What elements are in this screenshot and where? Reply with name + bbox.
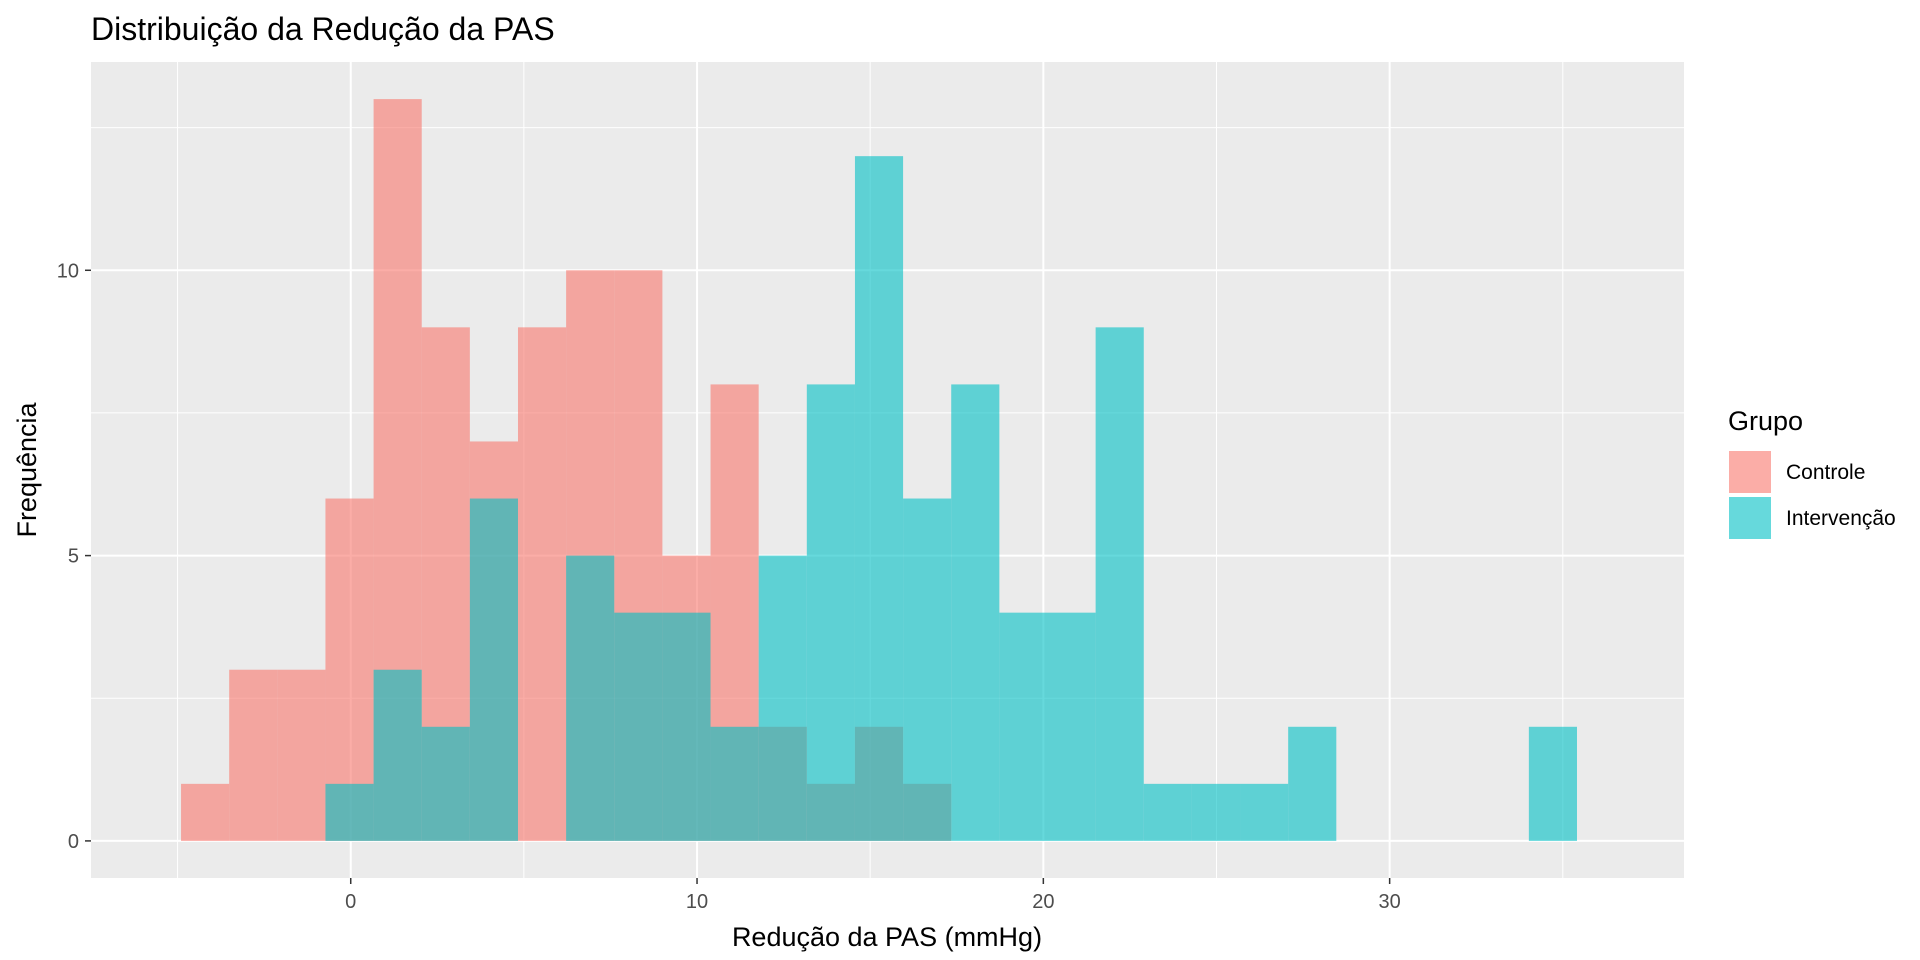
histogram-bar (469, 498, 518, 841)
series-intervencao-bars (325, 156, 1577, 841)
histogram-bar (1288, 726, 1337, 841)
legend-key-controle (1729, 451, 1771, 493)
histogram-bar (1191, 783, 1241, 841)
histogram-bar (325, 783, 374, 841)
y-tick-label: 0 (68, 831, 79, 853)
y-tick-label: 5 (68, 546, 79, 568)
x-axis-ticks: 0 10 20 30 (345, 878, 1401, 913)
histogram-bar (806, 384, 855, 841)
y-tick-label: 10 (57, 260, 79, 282)
histogram-bar (1095, 327, 1144, 841)
x-tick-label: 30 (1379, 891, 1401, 913)
histogram-bar (1047, 612, 1096, 841)
y-axis-ticks: 0 5 10 (57, 260, 91, 853)
histogram-bar (1240, 783, 1289, 841)
y-axis-title: Frequência (12, 401, 42, 537)
x-tick-label: 0 (345, 891, 356, 913)
legend-label-intervencao: Intervenção (1786, 507, 1896, 530)
histogram-bar (229, 669, 278, 841)
legend-title: Grupo (1728, 406, 1803, 436)
legend: Grupo Controle Intervenção (1728, 406, 1896, 539)
histogram-bar (181, 783, 230, 841)
legend-key-intervencao (1729, 497, 1771, 539)
x-tick-label: 20 (1032, 891, 1054, 913)
chart-title: Distribuição da Redução da PAS (91, 11, 555, 47)
histogram-bar (1528, 726, 1577, 841)
histogram-bar (662, 612, 711, 841)
x-tick-label: 10 (686, 891, 708, 913)
legend-label-controle: Controle (1786, 461, 1865, 484)
histogram-bar (614, 612, 663, 841)
histogram-bar (758, 555, 807, 841)
histogram-bar (517, 327, 567, 841)
histogram-bar (421, 726, 470, 841)
histogram-bar (1143, 783, 1192, 841)
histogram-bar (999, 612, 1048, 841)
x-axis-title: Redução da PAS (mmHg) (732, 922, 1042, 952)
histogram-bar (903, 498, 952, 841)
histogram-bar (373, 669, 422, 841)
histogram-bar (566, 555, 615, 841)
histogram-bar (710, 726, 759, 841)
histogram-bar (951, 384, 1000, 841)
histogram-bar (854, 156, 904, 841)
histogram-bar (277, 669, 326, 841)
